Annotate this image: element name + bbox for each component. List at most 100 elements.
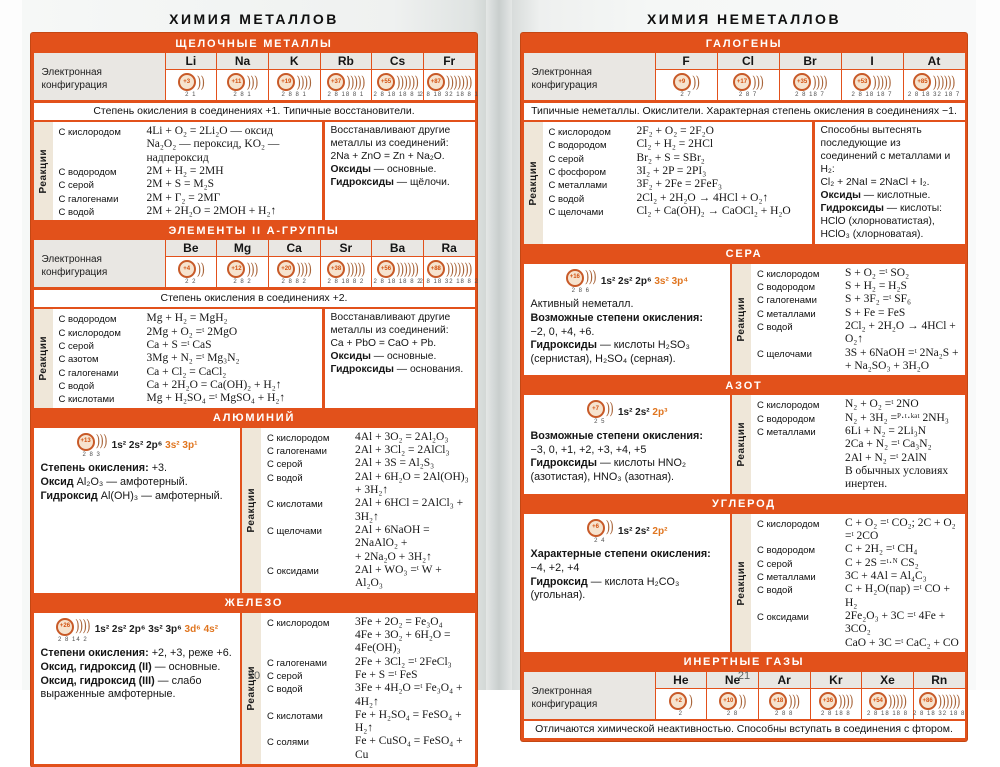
reaction-row: С водородом S + H₂ = H₂S: [757, 280, 961, 293]
page-title: ХИМИЯ НЕМЕТАЛЛОВ: [646, 11, 842, 27]
reaction-row: С галогенами S + 3F₂ =ᵗ SF₆: [757, 293, 961, 306]
element-column: Sr +38 ))))) 2 8 18 8 2: [320, 240, 373, 288]
reaction-row: С водой 2Cl₂ + 2H₂O → 4HCl + O₂↑: [757, 320, 961, 347]
reaction-equation: Mg + H₂SO₄ =ᵗ MgSO₄ + H₂↑: [146, 392, 286, 405]
reaction-row: С серой 2M + S = M₂S: [59, 178, 319, 191]
reactions-strip: Реакции: [523, 122, 543, 244]
nucleus-charge: +88: [426, 260, 445, 279]
reaction-label: С галогенами: [58, 367, 119, 379]
reaction-label: С металлами: [757, 427, 816, 438]
nucleus-charge: +3: [177, 73, 196, 91]
section-header-halogens: ГАЛОГЕНЫ: [523, 35, 965, 51]
reaction-equation: 3F₂ + 2Fe = 2FeF₃: [636, 178, 723, 191]
reaction-equation: 6Li + N₂ = 2Li₃N 2Ca + N₂ =ᵗ Ca₃N₂ 2Al +…: [845, 425, 949, 491]
reaction-row: С водородом Cl₂ + H₂ = 2HCl: [549, 138, 809, 151]
nucleus-charge: +19: [277, 73, 296, 91]
element-symbol: Cs: [372, 53, 423, 70]
alkali-reactions: Реакции С кислородом 4Li + O₂ = 2Li₂O — …: [33, 122, 322, 221]
metals-board: ЩЕЛОЧНЫЕ МЕТАЛЛЫ Электронная конфигураци…: [31, 33, 478, 767]
group2-note: Степень окисления в соединениях +2.: [33, 289, 475, 307]
reaction-label: С галогенами: [267, 657, 327, 669]
aluminum-reactions: Реакции С кислородом 4Al + 3O₂ = 2Al₂O₃ …: [242, 427, 475, 593]
info-line: Характерные степени окисления:: [530, 548, 711, 561]
element-column: K +19 )))) 2 8 8 1: [268, 53, 321, 100]
info-line: Степень окисления: +3.: [40, 462, 168, 475]
reaction-equation: 2M + Г₂ = 2МГ: [146, 191, 221, 204]
info-line: −2, 0, +4, +6.: [530, 325, 595, 338]
nucleus-charge: +87: [426, 73, 445, 91]
carbon-section: +6 )) 2 4 1s² 2s² 2p² Характерные степен…: [523, 513, 965, 652]
element-symbol: Sr: [320, 240, 372, 258]
electron-diagram: +35 )))) 2 8 18 7: [779, 70, 841, 100]
reaction-label: С галогенами: [267, 445, 327, 457]
reaction-row: С серой Br₂ + S = SBr₂: [549, 152, 809, 165]
side-panel-line: Ca + PbO = CaO + Pb.: [330, 338, 437, 350]
reaction-label: С водой: [58, 380, 95, 392]
element-symbol: Na: [217, 53, 268, 70]
section-header-iron: ЖЕЛЕЗО: [33, 595, 475, 611]
reaction-equation: 4Li + O₂ = 2Li₂O — оксид Na₂O₂ — перокси…: [146, 125, 280, 164]
shell-numbers: 2 8 1: [233, 92, 252, 98]
reactions-strip: Реакции: [33, 309, 53, 408]
group2-reactions: Реакции С водородом Mg + H₂ = MgH₂ С кис…: [33, 309, 322, 408]
shell-arcs-icon: )): [196, 72, 205, 92]
shell-arcs-icon: )))): [812, 72, 828, 92]
nucleus-charge: +85: [913, 73, 932, 91]
reaction-row: С кислородом 2Mg + O₂ =ᵗ 2MgO: [59, 326, 319, 339]
reaction-label: С серой: [267, 459, 303, 471]
reaction-label: С серой: [267, 670, 303, 682]
halogens-reactions-section: Реакции С кислородом 2F₂ + O₂ = 2F₂O С в…: [523, 122, 965, 244]
element-column: Ba +56 )))))) 2 8 18 18 8 2: [372, 240, 424, 288]
reaction-row: С щелочами 3S + 6NaOH =ᵗ 2Na₂S + + Na₂SO…: [757, 347, 961, 374]
reaction-label: С серой: [58, 340, 94, 352]
shell-arcs-icon: )))))): [395, 72, 419, 92]
shell-arcs-icon: )))))): [932, 72, 955, 92]
group2-reactions-section: Реакции С водородом Mg + H₂ = MgH₂ С кис…: [33, 309, 475, 408]
electron-config: 1s² 2s² 2p²: [617, 525, 668, 537]
shell-numbers: 2 8 18 18 8 1: [373, 92, 422, 98]
reaction-label: С водой: [267, 472, 303, 484]
shell-numbers: 2 8 18 32 18 7: [907, 92, 961, 98]
reaction-equation: N₂ + O₂ =ᵗ 2NO: [845, 398, 919, 411]
reaction-row: С кислотами Fe + H₂SO₄ = FeSO₄ + H₂↑: [267, 709, 471, 736]
element-symbol: Ca: [268, 240, 320, 258]
reaction-row: С азотом 3Mg + N₂ =ᵗ Mg₃N₂: [59, 352, 319, 365]
nitrogen-reactions: Реакции С кислородом N₂ + O₂ =ᵗ 2NO С во…: [732, 395, 965, 494]
reaction-label: С серой: [58, 180, 94, 192]
reaction-row: С оксидами 2Al + WO₃ =ᵗ W + Al₂O₃: [267, 564, 471, 591]
element-column: Na +11 ))) 2 8 1: [217, 53, 269, 100]
info-line: Оксид, гидроксид (II) — основные.: [40, 660, 221, 673]
shell-arcs-icon: ))): [751, 72, 764, 92]
nucleus-charge: +53: [853, 73, 872, 91]
reaction-row: С металлами 3F₂ + 2Fe = 2FeF₃: [549, 178, 809, 191]
reaction-equation: 2Fe₂O₃ + 3C =ᵗ 4Fe + 3CO₂ CaO + 3C =ᵗ Ca…: [845, 609, 959, 649]
reaction-row: С галогенами 2Fe + 3Cl₂ =ᵗ 2FeCl₃: [267, 656, 471, 669]
reaction-label: С кислотами: [267, 710, 323, 722]
reaction-row: С серой Ca + S =ᵗ CaS: [59, 339, 319, 352]
reaction-label: С кислородом: [757, 400, 820, 412]
reaction-equation: Ca + 2H₂O = Ca(OH)₂ + H₂↑: [146, 378, 282, 391]
reaction-equation: 3Fe + 4H₂O =ᵗ Fe₃O₄ + 4H₂↑: [355, 682, 463, 708]
reaction-label: С щелочами: [267, 525, 322, 537]
reaction-row: С водой 3Fe + 4H₂O =ᵗ Fe₃O₄ + 4H₂↑: [267, 682, 471, 709]
reaction-equation: C + 2H₂ =ᵗ CH₄: [845, 543, 918, 556]
section-header-nitrogen: АЗОТ: [523, 377, 965, 393]
info-line: Степени окисления: +2, +3, реже +6.: [40, 647, 232, 660]
reaction-equation: 2Cl₂ + 2H₂O → 4HCl + O₂↑: [845, 320, 956, 346]
reaction-row: С металлами 6Li + N₂ = 2Li₃N 2Ca + N₂ =ᵗ…: [757, 425, 961, 492]
reaction-row: С щелочами Cl₂ + Ca(OH)₂ → CaOCl₂ + H₂O: [549, 205, 809, 218]
side-panel-line: Cl₂ + 2NaI = 2NaCl + I₂.: [820, 176, 930, 188]
aluminum-info: +13 ))) 2 8 3 1s² 2s² 2p⁶ 3s² 3p¹ Степен…: [33, 427, 240, 593]
element-symbol: Mg: [217, 240, 268, 258]
reactions-strip: Реакции: [242, 427, 261, 593]
element-column: Cl +17 ))) 2 8 7: [717, 53, 780, 100]
reactions-label: Реакции: [37, 148, 49, 194]
reactions-label: Реакции: [527, 160, 539, 206]
reaction-equation: 2Al + 3S = Al₂S₃: [355, 457, 435, 470]
reaction-equation: 2M + H₂ = 2MH: [146, 164, 224, 177]
element-symbol: Ra: [423, 240, 475, 258]
reaction-row: С фосфором 3I₂ + 2P = 2PI₃: [549, 165, 809, 178]
section-header-alkali: ЩЕЛОЧНЫЕ МЕТАЛЛЫ: [33, 35, 475, 51]
electron-diagram: +16 ))) 2 8 6: [565, 267, 597, 296]
shell-arcs-icon: ))))): [346, 72, 365, 92]
